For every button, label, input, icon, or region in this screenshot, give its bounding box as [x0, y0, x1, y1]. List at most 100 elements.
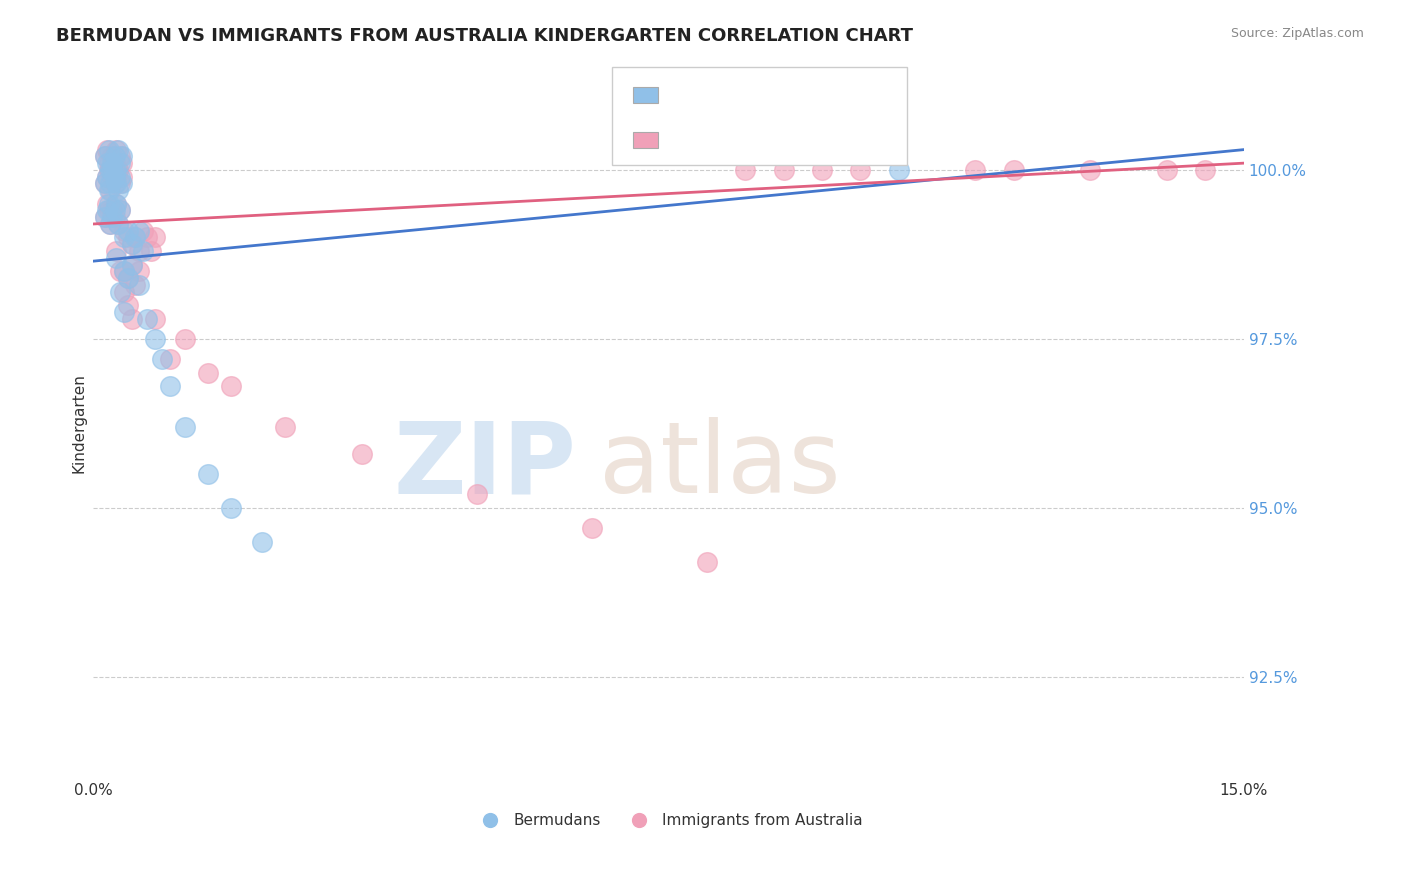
- Point: [1156, 162, 1178, 177]
- Point: [104, 177, 127, 191]
- Point: [112, 230, 135, 244]
- Point: [135, 311, 157, 326]
- Point: [101, 169, 124, 184]
- Point: [105, 251, 128, 265]
- Point: [111, 149, 134, 163]
- Point: [112, 224, 135, 238]
- Point: [117, 298, 139, 312]
- Point: [105, 143, 128, 157]
- Point: [1002, 162, 1025, 177]
- Point: [104, 156, 127, 170]
- Text: Source: ZipAtlas.com: Source: ZipAtlas.com: [1230, 27, 1364, 40]
- Point: [101, 156, 124, 170]
- Point: [97, 143, 120, 157]
- Point: [108, 156, 131, 170]
- Legend: Bermudans, Immigrants from Australia: Bermudans, Immigrants from Australia: [468, 807, 869, 834]
- Point: [117, 230, 139, 244]
- Point: [159, 352, 181, 367]
- Point: [93, 211, 115, 225]
- Point: [111, 156, 134, 170]
- Point: [112, 305, 135, 319]
- Point: [117, 224, 139, 238]
- Point: [121, 258, 143, 272]
- Point: [107, 162, 129, 177]
- Point: [105, 162, 128, 177]
- Point: [96, 156, 118, 170]
- Text: atlas: atlas: [599, 417, 841, 515]
- Point: [97, 203, 120, 218]
- Point: [96, 196, 118, 211]
- Text: R = 0.134    N = 68: R = 0.134 N = 68: [666, 131, 808, 145]
- Point: [93, 211, 115, 225]
- Point: [108, 285, 131, 299]
- Point: [250, 534, 273, 549]
- Point: [174, 419, 197, 434]
- Point: [135, 230, 157, 244]
- Point: [159, 379, 181, 393]
- Point: [132, 224, 155, 238]
- Point: [128, 224, 150, 238]
- Point: [111, 169, 134, 184]
- Point: [1080, 162, 1102, 177]
- Point: [98, 217, 121, 231]
- Point: [887, 162, 910, 177]
- Point: [811, 162, 834, 177]
- Point: [104, 169, 127, 184]
- Point: [121, 237, 143, 252]
- Point: [96, 143, 118, 157]
- Point: [465, 487, 488, 501]
- Point: [117, 271, 139, 285]
- Point: [98, 162, 121, 177]
- Point: [143, 332, 166, 346]
- Point: [93, 149, 115, 163]
- Point: [143, 311, 166, 326]
- Point: [124, 277, 146, 292]
- Point: [107, 217, 129, 231]
- Point: [93, 149, 115, 163]
- Point: [1194, 162, 1216, 177]
- Point: [772, 162, 794, 177]
- Point: [107, 162, 129, 177]
- Point: [98, 162, 121, 177]
- Point: [93, 177, 115, 191]
- Point: [121, 311, 143, 326]
- Point: [121, 258, 143, 272]
- Point: [105, 169, 128, 184]
- Point: [112, 264, 135, 278]
- Point: [93, 177, 115, 191]
- Point: [96, 169, 118, 184]
- Point: [108, 149, 131, 163]
- Point: [965, 162, 987, 177]
- Point: [108, 177, 131, 191]
- Point: [107, 217, 129, 231]
- Point: [108, 264, 131, 278]
- Point: [98, 217, 121, 231]
- Point: [105, 196, 128, 211]
- Point: [101, 162, 124, 177]
- Point: [97, 162, 120, 177]
- Point: [696, 555, 718, 569]
- Text: BERMUDAN VS IMMIGRANTS FROM AUSTRALIA KINDERGARTEN CORRELATION CHART: BERMUDAN VS IMMIGRANTS FROM AUSTRALIA KI…: [56, 27, 914, 45]
- Point: [98, 183, 121, 197]
- Text: R = 0.291    N = 51: R = 0.291 N = 51: [666, 87, 810, 101]
- Point: [112, 264, 135, 278]
- Point: [219, 379, 242, 393]
- Point: [128, 264, 150, 278]
- Point: [219, 500, 242, 515]
- Point: [107, 143, 129, 157]
- Point: [108, 203, 131, 218]
- Point: [98, 177, 121, 191]
- Point: [104, 203, 127, 218]
- Point: [197, 366, 219, 380]
- Point: [197, 467, 219, 481]
- Point: [112, 285, 135, 299]
- Point: [105, 244, 128, 258]
- Point: [104, 149, 127, 163]
- Point: [101, 203, 124, 218]
- Point: [108, 203, 131, 218]
- Point: [132, 244, 155, 258]
- Point: [105, 177, 128, 191]
- Point: [96, 169, 118, 184]
- Point: [97, 156, 120, 170]
- Point: [124, 230, 146, 244]
